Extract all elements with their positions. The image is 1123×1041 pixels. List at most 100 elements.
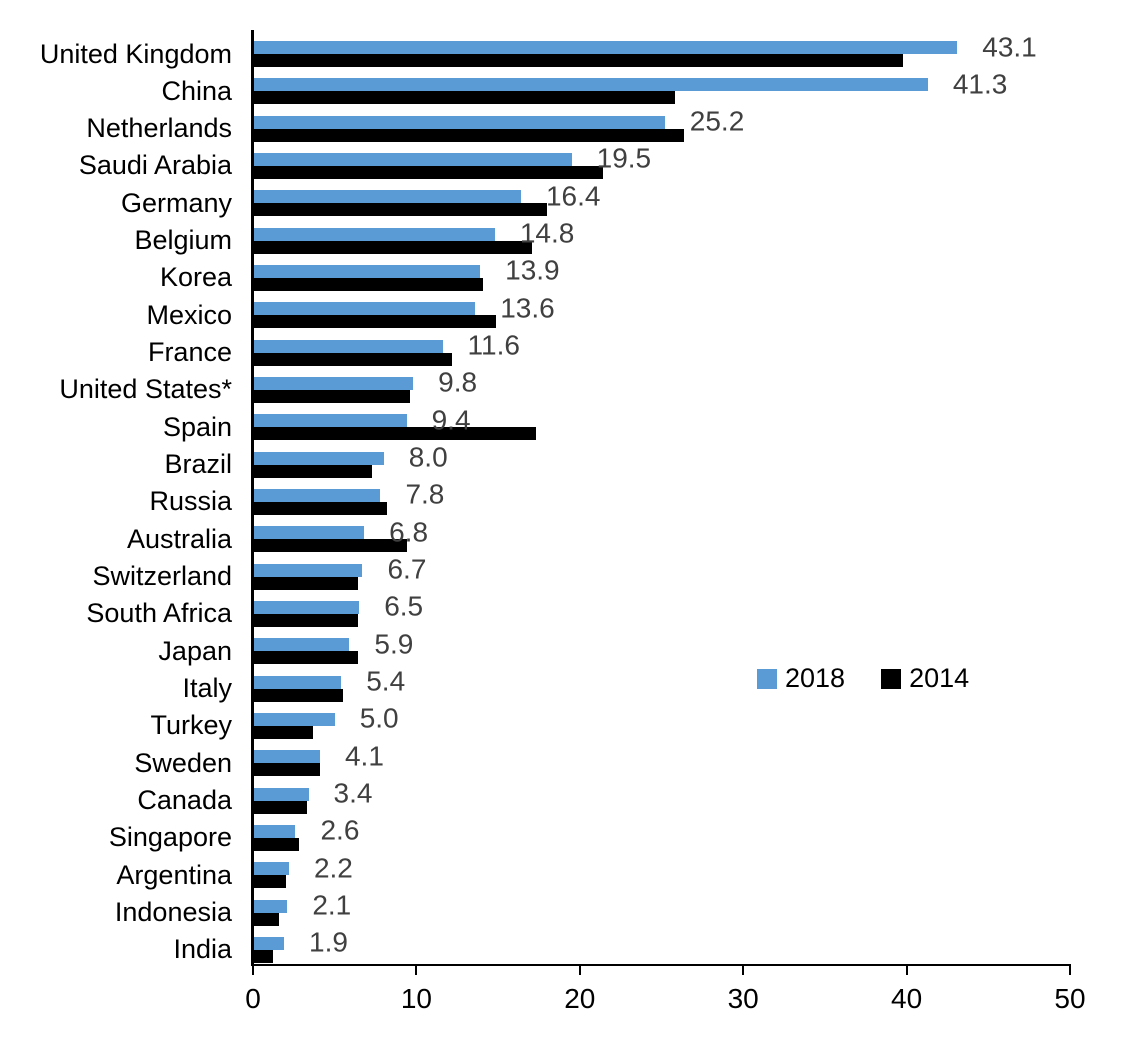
category-label: Korea [159, 262, 232, 293]
category-label: South Africa [86, 598, 232, 629]
category-label: Russia [149, 486, 232, 517]
bar-2014 [253, 427, 536, 441]
category-label: Germany [120, 187, 232, 218]
bar-2014 [253, 464, 373, 478]
x-axis-tick-label: 10 [400, 983, 432, 1014]
category-label: Belgium [134, 225, 232, 256]
bar-2018 [253, 824, 296, 838]
bar-2014 [253, 725, 314, 739]
data-label: 43.1 [982, 30, 1037, 62]
bar-2014 [253, 763, 320, 777]
x-axis-tick-label: 40 [891, 983, 923, 1014]
data-label: 4.1 [344, 740, 384, 772]
bar-2014 [253, 277, 484, 291]
bar-2018 [253, 600, 360, 614]
legend-swatch-2018-icon [757, 668, 777, 689]
legend-swatch-2014-icon [881, 668, 902, 689]
bar-2014 [253, 688, 343, 702]
category-label: India [173, 934, 232, 965]
x-axis-tick-label: 30 [727, 983, 759, 1014]
bar-2014 [253, 800, 307, 814]
bar-2018 [253, 339, 443, 353]
category-label: United States* [59, 374, 232, 405]
data-label: 9.8 [438, 366, 478, 398]
bar-2014 [253, 203, 548, 217]
legend-item-2018: 2018 [757, 663, 845, 694]
bar-2014 [253, 912, 280, 926]
legend-item-2014: 2014 [881, 663, 969, 694]
data-label: 25.2 [689, 105, 745, 137]
bar-2018 [253, 712, 335, 726]
category-label: Sweden [134, 747, 232, 778]
y-axis-line [251, 30, 254, 966]
bar-2014 [253, 613, 358, 627]
bar-2014 [253, 240, 533, 254]
data-label: 5.0 [359, 702, 399, 734]
data-label: 41.3 [952, 68, 1008, 100]
x-axis-tick-label: 50 [1054, 983, 1086, 1014]
category-label: Brazil [164, 449, 232, 480]
data-label: 13.9 [505, 254, 560, 286]
bar-2014 [253, 54, 904, 67]
bar-2014 [253, 949, 273, 963]
category-label: China [161, 75, 232, 106]
bar-2014 [253, 837, 299, 851]
data-label: 19.5 [596, 142, 652, 174]
category-label: Turkey [150, 710, 232, 741]
data-label: 14.8 [519, 217, 575, 249]
bar-2018 [253, 638, 350, 652]
category-label: Mexico [146, 299, 232, 330]
bar-2018 [253, 78, 928, 92]
data-label: 2.1 [312, 889, 352, 921]
bar-2014 [253, 501, 387, 515]
x-axis-tick [578, 966, 581, 975]
x-axis-tick-label: 20 [564, 983, 596, 1014]
x-axis-tick [252, 966, 254, 975]
bar-2014 [253, 91, 675, 105]
category-label: Saudi Arabia [78, 150, 232, 181]
bar-2014 [253, 539, 407, 553]
bar-2014 [253, 352, 453, 366]
bar-2018 [253, 750, 320, 764]
category-label: Spain [162, 411, 232, 442]
bar-2018 [253, 899, 288, 913]
bar-2018 [253, 787, 309, 801]
bar-2014 [253, 389, 410, 403]
category-label: Indonesia [114, 897, 232, 928]
category-label: Canada [137, 785, 232, 816]
bar-2018 [253, 41, 958, 54]
bar-2018 [253, 302, 476, 316]
category-label: Singapore [108, 822, 232, 853]
data-label: 16.4 [545, 180, 601, 212]
category-label: Switzerland [92, 561, 232, 592]
data-label: 8.0 [408, 441, 448, 473]
data-label: 5.4 [366, 665, 406, 697]
data-label: 3.4 [333, 777, 373, 809]
legend-label-2014: 2014 [909, 663, 970, 693]
legend: 2018 2014 [757, 663, 969, 694]
bar-2014 [253, 651, 358, 665]
category-label: Argentina [116, 859, 232, 890]
bar-2018 [253, 414, 407, 428]
bar-2018 [253, 152, 572, 166]
bar-2014 [253, 315, 497, 329]
x-axis-tick [1069, 966, 1071, 975]
bar-2018 [253, 563, 363, 577]
data-label: 6.5 [384, 590, 424, 622]
data-label: 1.9 [309, 926, 348, 958]
data-label: 9.4 [431, 404, 471, 436]
category-label: Australia [126, 523, 232, 554]
bar-2018 [253, 115, 665, 129]
bar-2018 [253, 376, 414, 390]
data-label: 7.8 [405, 478, 445, 510]
category-label: United Kingdom [39, 38, 232, 69]
bar-2018 [253, 264, 481, 278]
category-label: Japan [158, 635, 232, 666]
category-label: France [147, 337, 232, 368]
category-label: Italy [182, 673, 232, 704]
bar-2018 [253, 190, 521, 204]
x-axis-tick [742, 966, 745, 975]
bar-2018 [253, 488, 381, 502]
x-axis-tick-label: 0 [245, 983, 261, 1014]
